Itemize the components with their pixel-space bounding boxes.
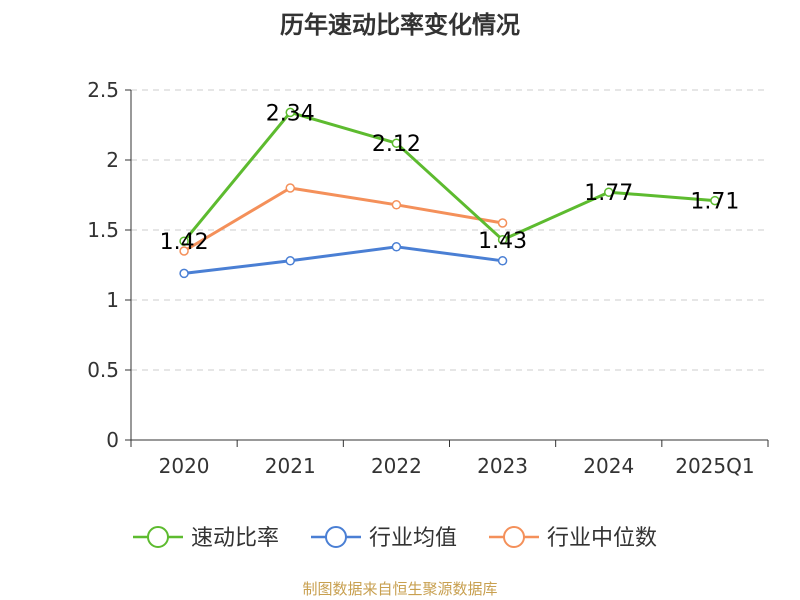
data-point[interactable] bbox=[497, 235, 508, 245]
x-tick-label: 2022 bbox=[371, 454, 422, 478]
x-tick-label: 2023 bbox=[477, 454, 528, 478]
data-point[interactable] bbox=[285, 183, 295, 193]
data-point[interactable] bbox=[391, 200, 402, 210]
legend-marker bbox=[325, 526, 347, 548]
data-point[interactable] bbox=[497, 218, 508, 228]
data-point[interactable] bbox=[497, 256, 508, 266]
data-label: 2.34 bbox=[266, 101, 315, 126]
y-tick-label: 2.5 bbox=[87, 78, 119, 102]
data-point[interactable] bbox=[179, 268, 189, 279]
data-point[interactable] bbox=[179, 246, 189, 256]
legend-marker bbox=[503, 526, 525, 548]
data-point[interactable] bbox=[285, 256, 295, 266]
x-tick-label: 2020 bbox=[159, 454, 210, 478]
legend-label: 速动比率 bbox=[191, 526, 279, 551]
data-point[interactable] bbox=[285, 107, 295, 118]
axes: 0 0.5 1 1.5 2 2.5 2020 2021 2022 2023 2024 2025Q1 bbox=[87, 78, 769, 478]
x-tick-label: 2021 bbox=[265, 454, 316, 478]
y-tick-label: 0.5 bbox=[87, 358, 119, 382]
x-tick-label: 2024 bbox=[583, 454, 634, 478]
legend-item[interactable]: 行业中位数 bbox=[489, 526, 657, 551]
data-label: 1.42 bbox=[160, 230, 209, 255]
series-line bbox=[183, 186, 503, 253]
y-tick-label: 2 bbox=[106, 148, 119, 172]
data-point[interactable] bbox=[604, 187, 614, 197]
data-point[interactable] bbox=[179, 236, 189, 246]
data-label: 1.77 bbox=[584, 181, 633, 206]
legend[interactable]: 速动比率 行业均值 行业中位数 bbox=[133, 526, 657, 551]
y-tick-label: 0 bbox=[106, 428, 119, 452]
data-label: 2.12 bbox=[372, 132, 421, 157]
chart-title: 历年速动比率变化情况 bbox=[280, 11, 520, 39]
data-label: 1.71 bbox=[690, 190, 739, 215]
y-tick-label: 1.5 bbox=[87, 218, 119, 242]
series-line bbox=[182, 110, 716, 243]
legend-label: 行业中位数 bbox=[547, 526, 657, 551]
source-note: 制图数据来自恒生聚源数据库 bbox=[302, 580, 497, 598]
legend-item[interactable]: 行业均值 bbox=[311, 526, 457, 551]
legend-marker bbox=[147, 526, 169, 548]
data-point[interactable] bbox=[391, 138, 402, 148]
data-labels: 1.42 2.34 2.12 1.43 1.77 1.71 bbox=[160, 101, 740, 255]
x-tick-label: 2025Q1 bbox=[675, 454, 754, 478]
data-label: 1.43 bbox=[478, 229, 527, 254]
grid bbox=[131, 89, 768, 371]
y-tick-label: 1 bbox=[106, 288, 119, 312]
data-point[interactable] bbox=[710, 195, 720, 206]
series-line bbox=[183, 245, 503, 275]
data-point[interactable] bbox=[391, 242, 402, 252]
legend-item[interactable]: 速动比率 bbox=[133, 526, 279, 551]
series-lines bbox=[179, 107, 720, 279]
legend-label: 行业均值 bbox=[369, 526, 457, 551]
